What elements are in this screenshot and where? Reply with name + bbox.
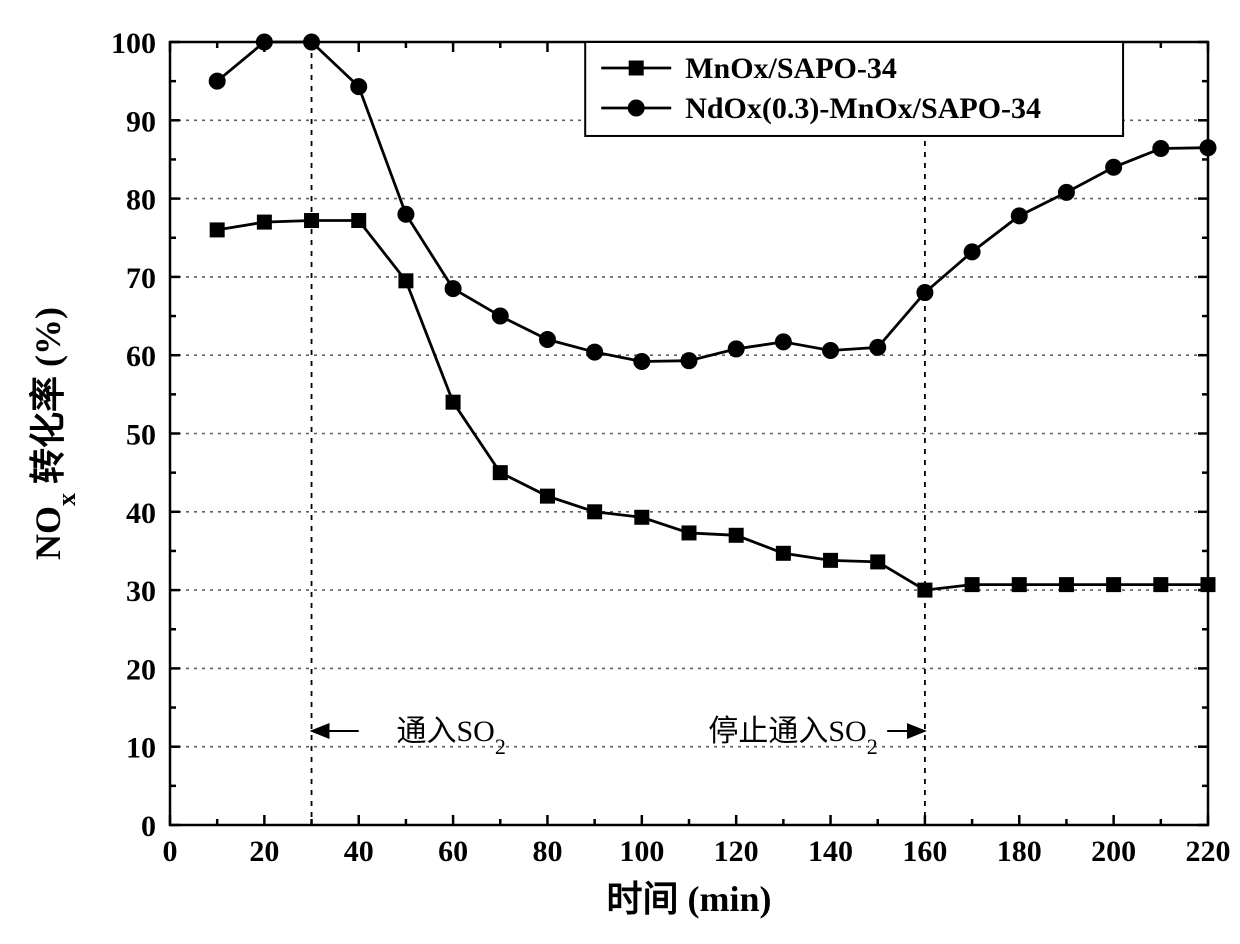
x-tick-label: 60 [438, 835, 468, 868]
circle-marker-icon [587, 344, 603, 360]
legend-square-marker-icon [629, 61, 643, 75]
circle-marker-icon [1153, 140, 1169, 156]
nox-conversion-chart: 0 20 40 60 80 100 120 140 160 180 200 220 0 10 20 30 40 5… [0, 0, 1240, 944]
square-marker-icon [305, 214, 319, 228]
circle-marker-icon [445, 281, 461, 297]
y-tick-label: 100 [111, 27, 156, 60]
circle-marker-icon [681, 353, 697, 369]
square-marker-icon [540, 489, 554, 503]
x-tick-label: 160 [902, 835, 947, 868]
x-tick-label: 40 [344, 835, 374, 868]
x-tick-label: 100 [619, 835, 664, 868]
square-marker-icon [446, 395, 460, 409]
square-marker-icon [729, 528, 743, 542]
circle-marker-icon [964, 244, 980, 260]
square-marker-icon [1201, 578, 1215, 592]
circle-marker-icon [256, 34, 272, 50]
circle-marker-icon [823, 343, 839, 359]
circle-marker-icon [351, 79, 367, 95]
square-marker-icon [871, 555, 885, 569]
y-tick-label: 60 [126, 340, 156, 373]
x-tick-label: 200 [1091, 835, 1136, 868]
circle-marker-icon [1058, 184, 1074, 200]
y-tick-label: 30 [126, 575, 156, 608]
circle-marker-icon [634, 353, 650, 369]
square-marker-icon [776, 546, 790, 560]
legend-label: NdOx(0.3)-MnOx/SAPO-34 [685, 92, 1041, 125]
x-tick-label: 0 [163, 835, 178, 868]
x-tick-label: 120 [714, 835, 759, 868]
legend-circle-marker-icon [628, 100, 644, 116]
square-marker-icon [399, 274, 413, 288]
x-tick-label: 140 [808, 835, 853, 868]
circle-marker-icon [492, 308, 508, 324]
square-marker-icon [1012, 578, 1026, 592]
square-marker-icon [588, 505, 602, 519]
square-marker-icon [1107, 578, 1121, 592]
x-tick-label: 20 [249, 835, 279, 868]
square-marker-icon [352, 214, 366, 228]
square-marker-icon [493, 466, 507, 480]
square-marker-icon [824, 553, 838, 567]
y-tick-label: 20 [126, 653, 156, 686]
square-marker-icon [682, 526, 696, 540]
circle-marker-icon [209, 73, 225, 89]
circle-marker-icon [728, 341, 744, 357]
plot-background [0, 0, 1240, 944]
square-marker-icon [965, 578, 979, 592]
y-tick-label: 0 [141, 810, 156, 843]
circle-marker-icon [398, 206, 414, 222]
square-marker-icon [635, 510, 649, 524]
circle-marker-icon [1011, 208, 1027, 224]
x-tick-label: 220 [1186, 835, 1231, 868]
x-tick-label: 180 [997, 835, 1042, 868]
x-axis-title: 时间 (min) [607, 879, 772, 919]
circle-marker-icon [917, 285, 933, 301]
square-marker-icon [918, 583, 932, 597]
circle-marker-icon [870, 339, 886, 355]
y-tick-label: 10 [126, 732, 156, 765]
square-marker-icon [1059, 578, 1073, 592]
y-tick-label: 70 [126, 262, 156, 295]
circle-marker-icon [1200, 140, 1216, 156]
square-marker-icon [1154, 578, 1168, 592]
circle-marker-icon [304, 34, 320, 50]
y-tick-label: 50 [126, 419, 156, 452]
circle-marker-icon [775, 334, 791, 350]
legend-label: MnOx/SAPO-34 [685, 52, 897, 85]
circle-marker-icon [1106, 159, 1122, 175]
y-tick-label: 90 [126, 105, 156, 138]
y-tick-label: 80 [126, 184, 156, 217]
y-tick-label: 40 [126, 497, 156, 530]
x-tick-label: 80 [532, 835, 562, 868]
square-marker-icon [210, 223, 224, 237]
square-marker-icon [257, 215, 271, 229]
circle-marker-icon [539, 332, 555, 348]
